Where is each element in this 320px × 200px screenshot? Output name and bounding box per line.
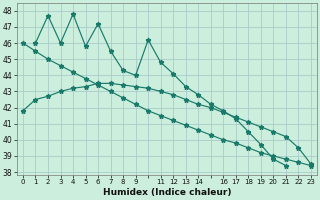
X-axis label: Humidex (Indice chaleur): Humidex (Indice chaleur) <box>103 188 231 197</box>
